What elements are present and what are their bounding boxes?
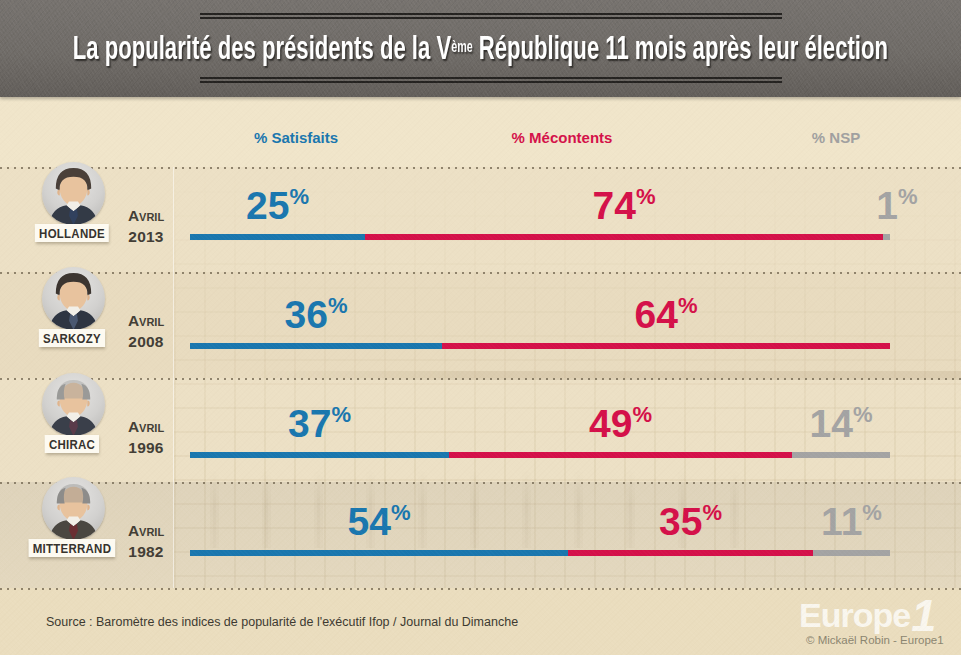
bar-segment	[365, 234, 883, 240]
president-row-mitterrand: MITTERRAND Avril1982 54% 35% 11%	[0, 482, 961, 588]
source-text: Source : Baromètre des indices de popula…	[46, 615, 518, 629]
value-label: 37%	[288, 404, 351, 443]
stacked-bar	[190, 343, 890, 349]
election-date: Avril1982	[128, 523, 164, 559]
header-rule-top	[200, 13, 782, 19]
bar-segment	[449, 452, 792, 458]
bar-segment	[568, 550, 813, 556]
stacked-bar	[190, 452, 890, 458]
bar-area: 37% 49% 14%	[190, 378, 890, 482]
legend: % Satisfaits % Mécontents % NSP	[0, 129, 961, 149]
stacked-bar	[190, 234, 890, 240]
election-date: Avril2013	[128, 208, 164, 244]
president-name-label: SARKOZY	[39, 329, 105, 347]
legend-item-1: % Mécontents	[512, 129, 613, 146]
president-row-hollande: HOLLANDE Avril2013 25% 74% 1%	[0, 167, 961, 272]
bar-segment	[190, 452, 449, 458]
chart-rows: HOLLANDE Avril2013 25% 74% 1% SARKOZY Avri…	[0, 167, 961, 588]
header-bar: La popularité des présidents de la Vème …	[0, 0, 961, 97]
stacked-bar	[190, 550, 890, 556]
election-date: Avril2008	[128, 313, 164, 349]
divider-line	[173, 167, 174, 588]
bar-segment	[813, 550, 890, 556]
value-label: 14%	[810, 404, 873, 443]
value-label: 1%	[876, 186, 917, 225]
legend-item-0: % Satisfaits	[254, 129, 338, 146]
footer: Source : Baromètre des indices de popula…	[0, 588, 961, 655]
president-name-label: CHIRAC	[45, 435, 100, 453]
president-row-sarkozy: SARKOZY Avril2008 36% 64%	[0, 272, 961, 378]
header-rule-bottom	[200, 77, 782, 83]
president-row-chirac: CHIRAC Avril1996 37% 49% 14%	[0, 378, 961, 482]
bar-segment	[792, 452, 890, 458]
credit-text: © Mickaël Robin - Europe1	[806, 634, 944, 646]
bar-segment	[883, 234, 890, 240]
bar-area: 36% 64%	[190, 272, 890, 378]
infographic: La popularité des présidents de la Vème …	[0, 0, 961, 655]
bar-segment	[190, 343, 442, 349]
legend-item-2: % NSP	[812, 129, 860, 146]
value-label: 35%	[659, 502, 722, 541]
value-label: 25%	[246, 186, 309, 225]
sarkozy-photo	[42, 267, 105, 330]
bar-area: 54% 35% 11%	[190, 482, 890, 588]
page-title: La popularité des présidents de la Vème …	[0, 31, 961, 64]
president-name-label: MITTERRAND	[29, 539, 116, 557]
bar-segment	[442, 343, 890, 349]
value-label: 11%	[821, 502, 882, 541]
value-label: 74%	[593, 186, 656, 225]
president-name-label: HOLLANDE	[35, 224, 109, 242]
value-label: 49%	[589, 404, 652, 443]
mitterrand-photo	[42, 477, 105, 540]
hollande-photo	[42, 162, 105, 225]
bar-segment	[190, 550, 568, 556]
value-label: 54%	[348, 502, 411, 541]
election-date: Avril1996	[128, 419, 164, 455]
value-label: 64%	[635, 295, 698, 334]
bar-area: 25%74%1%	[190, 167, 890, 272]
chirac-photo	[42, 373, 105, 436]
value-label: 36%	[285, 295, 348, 334]
bar-segment	[190, 234, 365, 240]
